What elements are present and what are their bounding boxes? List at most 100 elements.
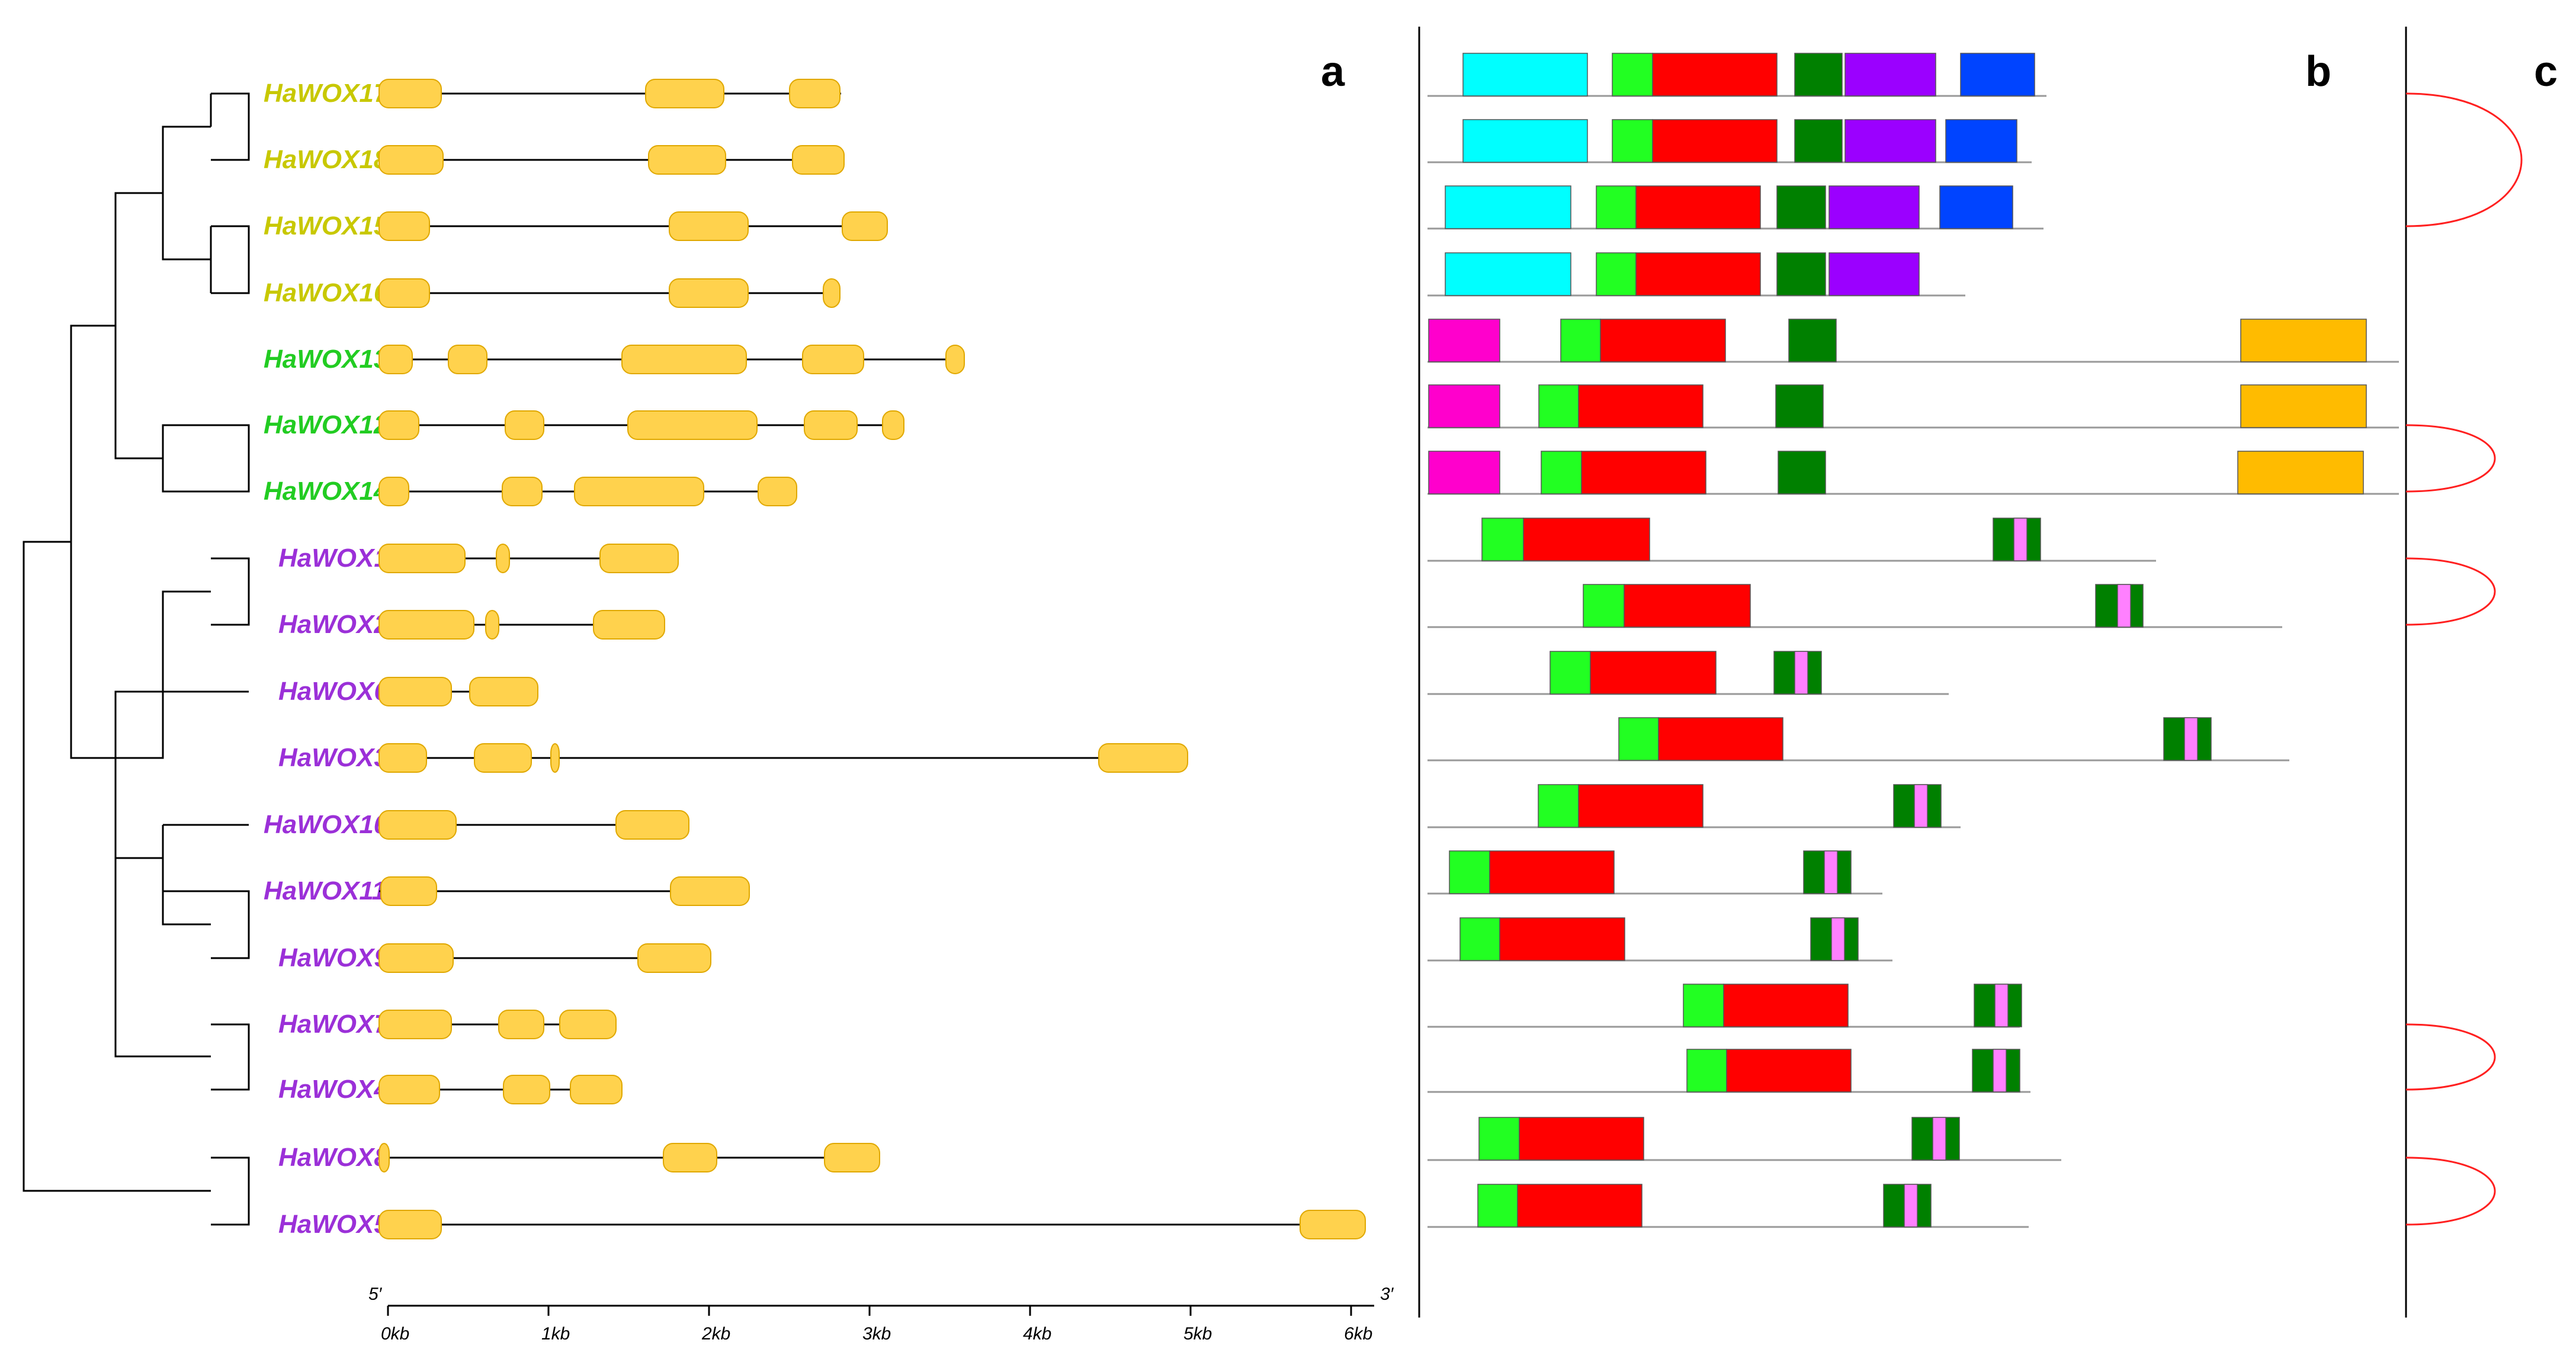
motif-box: [2013, 518, 2028, 561]
gene-label: HaWOX2: [278, 610, 389, 639]
motif-box: [1462, 53, 1588, 97]
motif-box: [1624, 584, 1751, 628]
motif-box: [2117, 584, 2131, 628]
gene-label: HaWOX6: [278, 677, 389, 706]
motif-box: [1939, 185, 2013, 229]
motif-box: [2237, 451, 2364, 494]
motif-box: [1538, 784, 1579, 828]
exon-block: [378, 278, 430, 308]
motif-box: [1462, 119, 1588, 163]
exon-block: [378, 677, 452, 706]
motif-box: [1596, 252, 1637, 296]
gene-label: HaWOX18: [264, 145, 389, 174]
motif-box: [1489, 850, 1615, 894]
motif-box: [1828, 185, 1920, 229]
scale-axis: 5′ 3′ 0kb 1kb 2kb 3kb 4kb 5kb 6kb: [368, 1284, 1394, 1344]
motif-box: [1481, 518, 1524, 561]
gene-label: HaWOX17: [264, 79, 390, 108]
exon-block: [669, 278, 749, 308]
motif-box: [1517, 1184, 1643, 1228]
axis-tick-label: 4kb: [1023, 1324, 1051, 1344]
motif-box: [1652, 119, 1778, 163]
exon-block: [621, 345, 747, 374]
axis-tick-label: 3kb: [862, 1324, 891, 1344]
motif-box: [1993, 1049, 2007, 1093]
exon-block: [789, 79, 841, 108]
exon-block: [670, 876, 750, 906]
motif-box: [1831, 917, 1845, 961]
panel-letter-c: c: [2534, 48, 2558, 95]
motif-box: [1560, 319, 1601, 362]
motif-box: [1723, 984, 1849, 1027]
exon-block: [669, 211, 749, 241]
gene-label: HaWOX14: [264, 477, 388, 506]
gene-label: HaWOX5: [278, 1210, 389, 1239]
exon-block: [378, 79, 442, 108]
gene-label: HaWOX4: [278, 1075, 389, 1104]
exon-block: [469, 677, 538, 706]
motif-box: [1578, 784, 1704, 828]
motif-box: [1459, 917, 1500, 961]
exon-block: [378, 1143, 390, 1172]
motif-box: [1726, 1049, 1852, 1093]
motif-box: [1428, 451, 1500, 494]
motif-box: [1635, 252, 1761, 296]
motif-box: [1914, 784, 1928, 828]
exon-block: [593, 610, 665, 640]
motif-box: [1828, 252, 1920, 296]
motif-box: [1596, 185, 1637, 229]
motif-box: [1477, 1184, 1518, 1228]
motif-box: [1794, 53, 1843, 97]
exon-block: [945, 345, 965, 374]
axis-end-label: 3′: [1380, 1284, 1394, 1304]
motif-box: [1960, 53, 2035, 97]
exon-block: [645, 79, 724, 108]
gene-label: HaWOX1: [278, 544, 389, 573]
motif-box: [1523, 518, 1650, 561]
motif-box: [2184, 717, 2198, 761]
panel-letter-b: b: [2305, 48, 2331, 95]
motif-box: [1449, 850, 1490, 894]
axis-tick-label: 6kb: [1344, 1324, 1372, 1344]
exon-block: [498, 1010, 544, 1039]
exon-block: [474, 743, 532, 773]
exon-block: [842, 211, 888, 241]
motif-box: [1686, 1049, 1727, 1093]
exon-block: [1098, 743, 1188, 773]
motif-box: [1600, 319, 1726, 362]
duplication-arc: [2405, 92, 2523, 227]
motif-box: [1658, 717, 1783, 761]
motif-box: [1590, 651, 1717, 695]
gene-label: HaWOX9: [278, 943, 389, 972]
motif-box: [1794, 651, 1808, 695]
duplication-arc: [2405, 557, 2496, 626]
motif-box: [1776, 185, 1826, 229]
exon-block: [378, 743, 427, 773]
exon-block: [804, 410, 858, 440]
motif-box: [1499, 917, 1625, 961]
exon-block: [503, 1075, 550, 1104]
exon-block: [615, 810, 689, 840]
motif-box: [1932, 1117, 1946, 1161]
motif-box: [1844, 53, 1936, 97]
exon-block: [1300, 1210, 1366, 1239]
motif-box: [1788, 319, 1837, 362]
exon-block: [824, 1143, 880, 1172]
motif-box: [2240, 384, 2367, 428]
motif-panel: [1427, 53, 2399, 1228]
exon-block: [559, 1010, 617, 1039]
exon-block: [378, 810, 457, 840]
exon-block: [378, 477, 409, 506]
exon-block: [378, 1010, 452, 1039]
exon-block: [570, 1075, 623, 1104]
gene-label: HaWOX16: [264, 278, 389, 307]
exon-block: [378, 1210, 442, 1239]
gene-label: HaWOX7: [278, 1010, 390, 1039]
gene-label: HaWOX15: [264, 211, 389, 240]
exon-block: [802, 345, 864, 374]
motif-box: [1550, 651, 1591, 695]
motif-box: [1612, 119, 1653, 163]
motif-box: [1583, 584, 1625, 628]
exon-block: [378, 145, 444, 175]
